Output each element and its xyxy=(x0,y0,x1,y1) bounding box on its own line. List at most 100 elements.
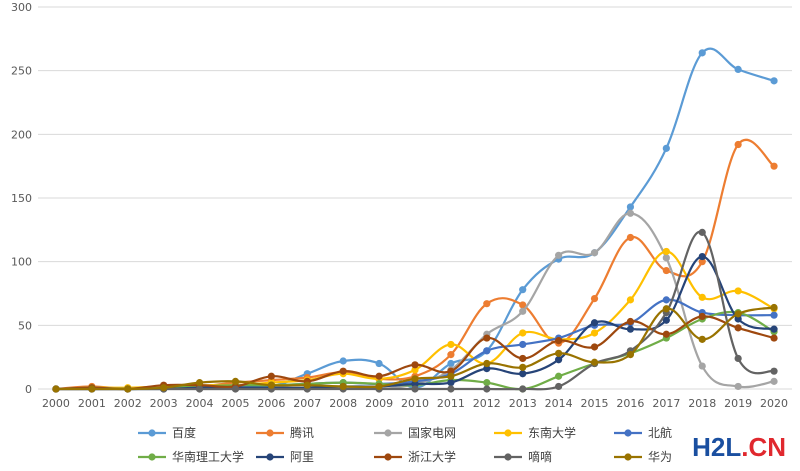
data-point xyxy=(662,296,670,304)
y-tick-label: 50 xyxy=(18,319,32,332)
data-point xyxy=(590,294,599,303)
data-point xyxy=(770,303,778,312)
data-point xyxy=(519,354,527,363)
data-point xyxy=(483,300,491,308)
gridlines xyxy=(38,6,792,390)
data-point xyxy=(734,324,742,332)
data-point xyxy=(411,385,419,393)
x-tick-label: 2020 xyxy=(760,397,788,410)
data-point xyxy=(662,305,670,313)
legend-item: 华南理工大学 xyxy=(138,449,244,464)
data-point xyxy=(770,311,778,319)
data-point xyxy=(124,385,132,393)
series-10 xyxy=(52,303,778,393)
data-point xyxy=(662,330,670,338)
x-tick-label: 2019 xyxy=(724,397,752,410)
y-tick-label: 300 xyxy=(11,1,32,14)
data-point xyxy=(770,367,778,375)
legend-label: 百度 xyxy=(172,425,196,440)
watermark-part-a: H2L xyxy=(692,432,742,462)
legend-item: 百度 xyxy=(138,425,196,440)
data-point xyxy=(626,351,635,359)
data-point xyxy=(698,293,706,301)
data-point xyxy=(662,254,670,262)
x-tick-label: 2013 xyxy=(509,397,537,410)
data-point xyxy=(267,372,275,380)
data-point xyxy=(303,381,311,389)
y-tick-label: 0 xyxy=(25,383,32,396)
y-tick-label: 200 xyxy=(11,128,32,141)
data-point xyxy=(770,162,778,170)
legend-item: 北航 xyxy=(614,425,672,440)
data-point xyxy=(231,377,240,385)
legend-marker xyxy=(624,429,632,437)
legend-marker xyxy=(504,453,512,461)
legend-label: 北航 xyxy=(648,425,672,440)
legend-item: 东南大学 xyxy=(494,425,576,440)
data-point xyxy=(698,335,706,343)
data-point xyxy=(734,382,742,391)
data-point xyxy=(770,325,778,333)
data-point xyxy=(519,370,527,378)
data-point xyxy=(483,347,491,355)
data-point xyxy=(447,372,455,380)
data-point xyxy=(698,258,706,266)
data-point xyxy=(555,356,563,364)
legend-item: 华为 xyxy=(614,450,672,464)
x-axis: 2000 2001 2002 2003 2004 2005 2006 2007 2008 2009… xyxy=(42,397,788,410)
data-point xyxy=(88,385,96,393)
x-tick-label: 2006 xyxy=(257,397,285,410)
data-point xyxy=(698,362,706,370)
data-point xyxy=(519,307,527,315)
y-tick-label: 150 xyxy=(11,192,32,205)
data-point xyxy=(734,310,742,318)
data-point xyxy=(698,49,706,57)
data-point xyxy=(195,379,204,387)
legend-item: 阿里 xyxy=(256,450,314,464)
series-1 xyxy=(52,47,778,393)
data-point xyxy=(555,251,563,259)
data-point xyxy=(734,140,742,149)
x-tick-label: 2002 xyxy=(114,397,142,410)
x-tick-label: 2016 xyxy=(616,397,644,410)
data-point xyxy=(662,144,670,152)
x-tick-label: 2003 xyxy=(150,397,178,410)
data-point xyxy=(590,319,599,327)
legend-marker xyxy=(266,429,274,437)
data-point xyxy=(483,385,491,393)
y-tick-label: 250 xyxy=(11,65,32,78)
data-point xyxy=(375,382,383,391)
watermark-part-b: .CN xyxy=(741,432,786,462)
data-point xyxy=(662,266,670,275)
data-point xyxy=(770,334,778,342)
x-tick-label: 2014 xyxy=(545,397,573,410)
data-point xyxy=(411,375,419,383)
data-point xyxy=(447,367,455,375)
data-point xyxy=(734,287,742,295)
data-point xyxy=(519,286,527,294)
legend-marker xyxy=(266,453,274,461)
data-point xyxy=(519,385,527,393)
legend-marker xyxy=(624,453,632,461)
legend-marker xyxy=(148,429,156,437)
legend-item: 浙江大学 xyxy=(374,449,456,464)
data-point xyxy=(698,252,706,261)
data-point xyxy=(52,385,60,393)
data-point xyxy=(195,385,204,393)
legend-label: 东南大学 xyxy=(528,425,576,440)
x-tick-label: 2005 xyxy=(221,397,249,410)
data-point xyxy=(555,349,563,357)
legend-label: 华南理工大学 xyxy=(172,449,244,464)
data-point xyxy=(447,340,455,349)
data-point xyxy=(483,379,491,387)
data-point xyxy=(626,325,635,333)
x-tick-label: 2011 xyxy=(437,397,465,410)
data-point xyxy=(626,317,635,326)
legend-label: 国家电网 xyxy=(408,425,456,440)
data-point xyxy=(519,340,527,349)
data-point xyxy=(519,363,527,371)
x-tick-label: 2007 xyxy=(293,397,321,410)
series-lines xyxy=(52,47,778,393)
